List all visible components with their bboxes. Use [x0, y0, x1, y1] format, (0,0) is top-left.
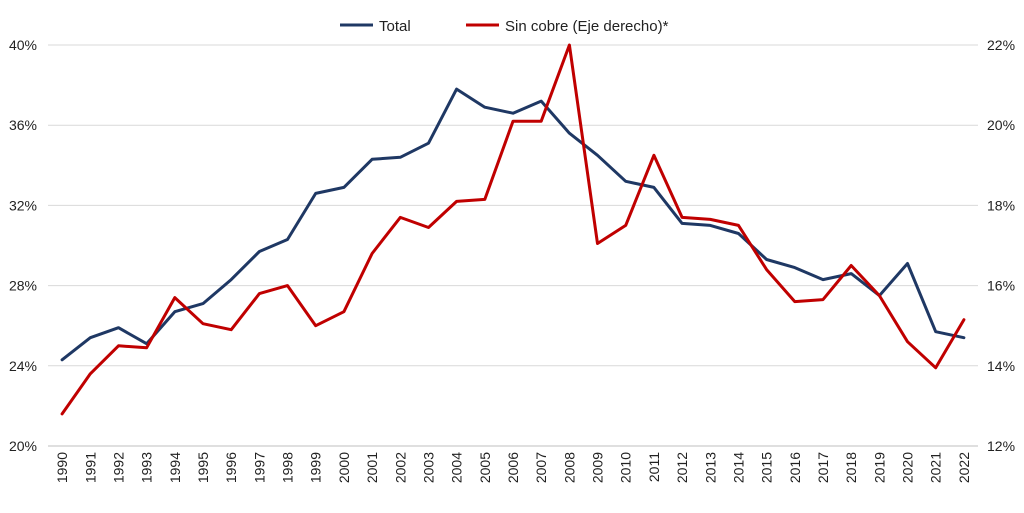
x-tick-label: 1996 — [223, 452, 239, 483]
right-y-axis: 12% 14% 16% 18% 20% 22% — [987, 37, 1015, 454]
x-tick-label: 1990 — [54, 452, 70, 483]
x-tick-label: 2009 — [590, 452, 606, 483]
legend-item-sin-cobre: Sin cobre (Eje derecho)* — [466, 18, 669, 35]
right-y-tick-label: 20% — [987, 117, 1015, 133]
left-y-axis: 20% 24% 28% 32% 36% 40% — [9, 37, 37, 454]
right-y-tick-label: 18% — [987, 197, 1015, 213]
x-axis: 1990 1991 1992 1993 1994 1995 1996 1997 1998 1999… — [54, 452, 972, 483]
right-y-tick-label: 14% — [987, 358, 1015, 374]
left-y-tick-label: 40% — [9, 37, 37, 53]
x-tick-label: 1994 — [167, 452, 183, 483]
x-tick-label: 2006 — [505, 452, 521, 483]
legend-label-total: Total — [379, 18, 411, 35]
series-line-sin-cobre — [60, 43, 966, 416]
x-tick-label: 1999 — [308, 452, 324, 483]
x-tick-label: 1993 — [139, 452, 155, 483]
x-tick-label: 2019 — [871, 452, 887, 483]
gridlines — [48, 44, 978, 367]
left-y-tick-label: 32% — [9, 197, 37, 213]
x-tick-label: 2022 — [956, 452, 972, 483]
x-tick-label: 2004 — [449, 452, 465, 483]
x-tick-label: 1997 — [251, 452, 267, 483]
x-tick-label: 2017 — [815, 452, 831, 483]
x-tick-label: 2008 — [561, 452, 577, 483]
x-tick-label: 2020 — [900, 452, 916, 483]
x-tick-label: 1998 — [280, 452, 296, 483]
x-tick-label: 2001 — [364, 452, 380, 483]
x-tick-label: 2013 — [702, 452, 718, 483]
x-tick-label: 2000 — [336, 452, 352, 483]
x-tick-label: 1991 — [82, 452, 98, 483]
x-tick-label: 2005 — [477, 452, 493, 483]
x-tick-label: 2002 — [392, 452, 408, 483]
x-tick-label: 2018 — [843, 452, 859, 483]
left-y-tick-label: 28% — [9, 278, 37, 294]
left-y-tick-label: 24% — [9, 358, 37, 374]
left-y-tick-label: 36% — [9, 117, 37, 133]
legend: Total Sin cobre (Eje derecho)* — [340, 18, 669, 35]
series-line-total — [60, 87, 966, 362]
x-tick-label: 2007 — [533, 452, 549, 483]
x-tick-label: 2012 — [674, 452, 690, 483]
x-tick-label: 2003 — [420, 452, 436, 483]
right-y-tick-label: 16% — [987, 278, 1015, 294]
series-lines — [60, 43, 966, 416]
right-y-tick-label: 22% — [987, 37, 1015, 53]
legend-label-sin-cobre: Sin cobre (Eje derecho)* — [505, 18, 669, 35]
x-tick-label: 2011 — [646, 452, 662, 482]
x-tick-label: 2010 — [618, 452, 634, 483]
x-tick-label: 2016 — [787, 452, 803, 483]
x-tick-label: 2021 — [928, 452, 944, 483]
x-tick-label: 1995 — [195, 452, 211, 483]
left-y-tick-label: 20% — [9, 438, 37, 454]
x-tick-label: 2015 — [759, 452, 775, 483]
x-tick-label: 2014 — [730, 452, 746, 483]
right-y-tick-label: 12% — [987, 438, 1015, 454]
x-tick-label: 1992 — [110, 452, 126, 483]
legend-item-total: Total — [340, 18, 411, 35]
